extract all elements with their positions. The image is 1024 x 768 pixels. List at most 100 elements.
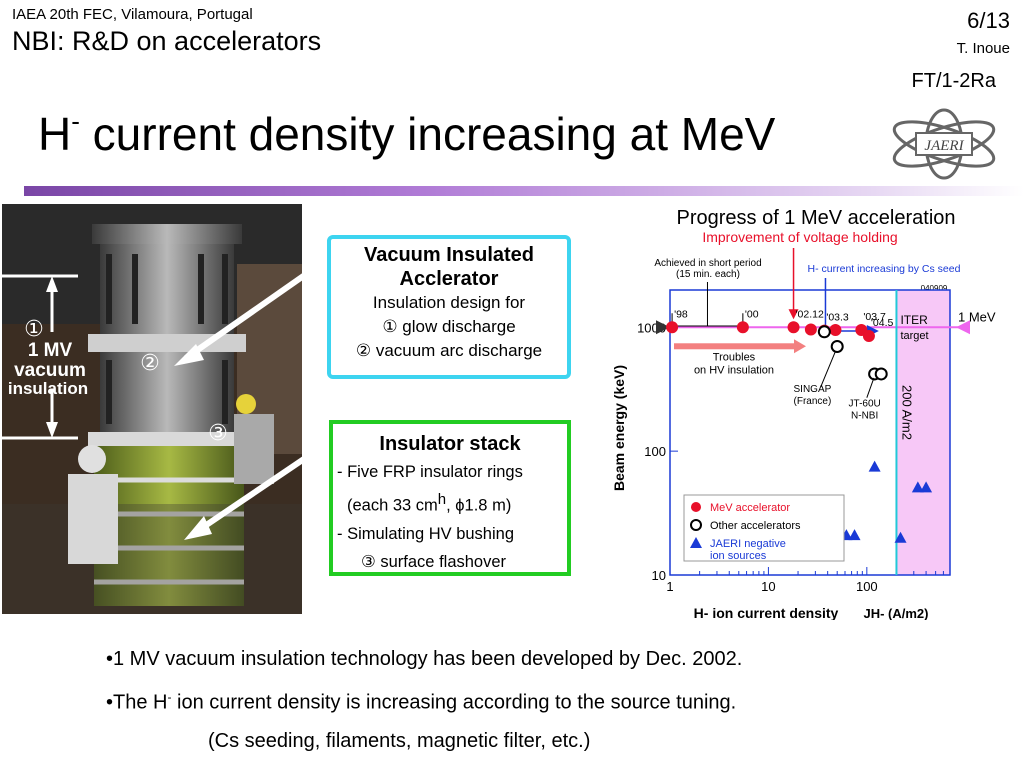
box1-heading-1: Vacuum Insulated (363, 244, 535, 266)
x-axis-unit: JH- (A/m2) (863, 606, 928, 620)
legend-label: JAERI negative (710, 538, 786, 550)
box2-line-2: (each 33 cmh, ϕ1.8 m) (333, 486, 567, 520)
legend-label: MeV accelerator (710, 502, 790, 514)
box2-heading: Insulator stack (379, 433, 521, 455)
singap-label-2: (France) (794, 396, 832, 407)
mev-data-point (736, 321, 749, 334)
jaeri-source-point (868, 460, 881, 472)
box1-line-1: Insulation design for (372, 293, 526, 312)
box1-heading-2: Acclerator (399, 268, 499, 290)
title-divider (24, 186, 1024, 196)
plot-frame (669, 289, 951, 576)
jaeri-source-point (920, 481, 933, 493)
current-200-label: 200 A/m2 (899, 385, 914, 440)
photo-label-2: vacuum (14, 360, 86, 381)
photo-label-1: 1 MV (28, 340, 73, 361)
mev-data-point (862, 330, 875, 343)
paper-id: FT/1-2Ra (911, 70, 996, 92)
beam-energy-chart: Progress of 1 MeV acceleration Improveme… (611, 207, 996, 620)
conference-label: IAEA 20th FEC, Vilamoura, Portugal (12, 6, 253, 23)
singap-label-1: SINGAP (794, 384, 832, 395)
iter-label: ITER (900, 313, 928, 327)
photo-illustration: ① ② ③ 1 MV vacuum insulation (2, 204, 302, 614)
annotation-achieved: Achieved in short period (654, 258, 761, 269)
legend-label: Other accelerators (710, 520, 801, 532)
iter-target-region (896, 290, 950, 575)
title-superscript: - (71, 106, 80, 136)
y-1000-arrow (656, 320, 670, 335)
y-tick-label: 10 (652, 568, 666, 583)
x-tick-label: 1 (666, 579, 673, 594)
annotation-achieved-2: (15 min. each) (676, 269, 740, 280)
legend-marker (690, 519, 702, 531)
legend-marker (690, 537, 702, 548)
troubles-bar (674, 343, 794, 350)
box1-line-3: ② vacuum arc discharge (355, 341, 543, 360)
annotation-date: 040909 (921, 284, 948, 293)
achieved-bracket-right (707, 313, 744, 327)
chart-subtitle: Improvement of voltage holding (702, 229, 897, 245)
logo-text: JAERI (924, 138, 964, 154)
iter-target-label: target (900, 330, 928, 342)
legend-label: ion sources (710, 550, 767, 562)
title-prefix: H (38, 108, 72, 160)
y-axis-label: Beam energy (keV) (611, 365, 627, 491)
accelerator-photo: ① ② ③ 1 MV vacuum insulation (2, 204, 302, 614)
jaeri-source-point (894, 531, 907, 543)
troubles-label-1: Troubles (713, 351, 756, 363)
marker-1: ① (24, 316, 44, 341)
bullet-2: •The H- ion current density is increasin… (106, 678, 742, 722)
mev-data-point (666, 321, 679, 334)
section-title: NBI: R&D on accelerators (12, 26, 322, 56)
author-label: T. Inoue (956, 40, 1010, 57)
one-mev-label: 1 MeV (958, 309, 996, 324)
bullet-3: (Cs seeding, filaments, magnetic filter,… (208, 729, 591, 752)
callout-arrows (174, 253, 334, 540)
jt60-label-1: JT-60U (849, 398, 881, 409)
box2-line-4: ③ surface flashover (361, 552, 507, 571)
jaeri-logo: JAERI (892, 108, 996, 180)
vacuum-accelerator-box: Vacuum Insulated Acclerator Insulation d… (327, 235, 571, 379)
mev-point-label: '03.3 (826, 312, 849, 324)
photo-label-3: insulation (8, 379, 88, 398)
title-rest: current density increasing at MeV (79, 108, 776, 160)
box2-line-2-sup: h (437, 491, 447, 508)
page-number: 6/13 (967, 8, 1010, 33)
slide-title: H- current density increasing at MeV (38, 106, 775, 161)
box2-line-3: - Simulating HV bushing (337, 524, 515, 543)
jaeri-source-point (911, 481, 924, 493)
mev-point-label: '00 (745, 308, 759, 320)
jt60-label-2: N-NBI (851, 410, 878, 421)
bullet-2-sup: - (167, 690, 172, 704)
box2-line-1: - Five FRP insulator rings (337, 463, 523, 481)
other-accel-point (874, 367, 888, 381)
box2-line-2a: (each 33 cm (347, 496, 438, 515)
troubles-arrow (794, 339, 806, 354)
mev-point-label: '02.12 (796, 308, 824, 320)
other-accel-point (830, 339, 844, 353)
achieved-bracket-left (671, 282, 708, 327)
singap-pointer (820, 351, 836, 388)
mev-data-point (804, 323, 817, 336)
marker-3: ③ (208, 420, 228, 445)
summary-bullets: •1 MV vacuum insulation technology has b… (106, 640, 742, 760)
jaeri-source-point (848, 529, 861, 541)
mev-data-point (787, 321, 800, 334)
y-tick-label: 100 (644, 444, 666, 459)
other-accel-point (817, 325, 831, 339)
legend-marker (691, 502, 701, 512)
troubles-label-2: on HV insulation (694, 364, 774, 376)
mev-point-label: '03.7 (863, 311, 886, 323)
mev-data-point (829, 324, 842, 337)
bullet-2b: ion current density is increasing accord… (171, 691, 737, 714)
box1-line-2: ① glow discharge (382, 317, 516, 336)
x-axis-label: H- ion current density (694, 605, 839, 620)
mev-point-label: '04.5 (871, 317, 894, 329)
jt60-pointer (866, 377, 875, 398)
annotation-cs-seed: H- current increasing by Cs seed (808, 263, 961, 275)
mev-point-label: '98 (674, 308, 688, 320)
bullet-1: •1 MV vacuum insulation technology has b… (106, 648, 743, 670)
one-mev-arrow (956, 320, 970, 335)
box2-line-2b: , ϕ1.8 m) (446, 496, 512, 515)
